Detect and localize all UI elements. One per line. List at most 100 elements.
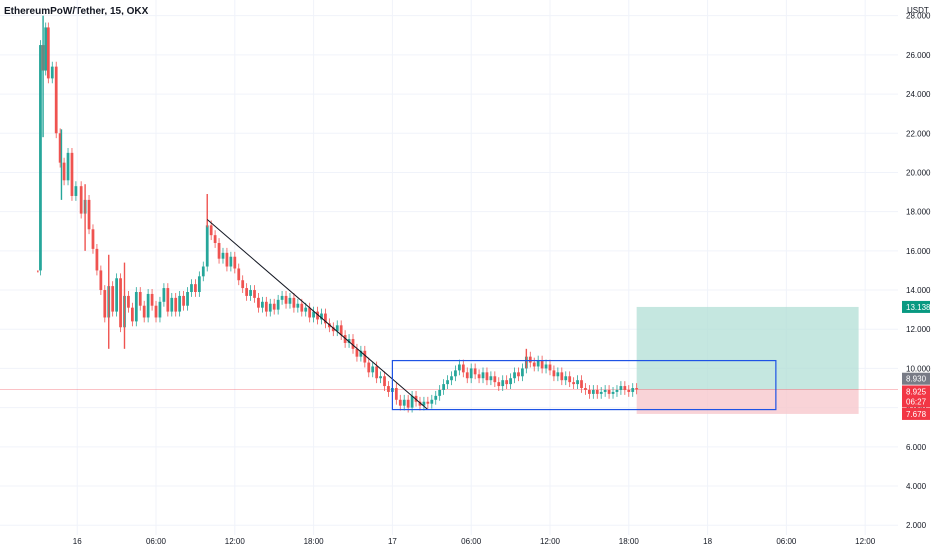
candle-body xyxy=(434,395,438,400)
candle-body xyxy=(190,284,193,292)
candle-body xyxy=(387,386,390,392)
candle-body xyxy=(162,288,166,302)
candle-body xyxy=(477,374,481,379)
downtrend-line xyxy=(206,219,429,410)
candle-body xyxy=(111,286,115,312)
y-tick-label: 2.000 xyxy=(906,521,927,530)
candle-body xyxy=(457,364,461,371)
candle-body xyxy=(603,389,607,392)
candle-body xyxy=(194,284,197,292)
candle-body xyxy=(127,295,130,308)
candle-body xyxy=(398,399,402,406)
y-tick-label: 14.000 xyxy=(906,286,931,295)
candle-body xyxy=(540,360,544,369)
chart-drawings xyxy=(206,219,777,411)
candle-body xyxy=(343,335,347,343)
candle-body xyxy=(501,380,505,387)
current-price-badge-bg xyxy=(902,385,930,408)
candle-body xyxy=(54,66,58,134)
candlestick-series xyxy=(37,15,639,413)
target-zone xyxy=(636,306,859,390)
target-price-badge-bg xyxy=(902,300,930,313)
time-axis: 16 06:00 12:00 18:00 17 06:00 12:00 18:00 18 06:0… xyxy=(73,537,876,546)
candle-body xyxy=(469,368,473,379)
y-tick-label: 26.000 xyxy=(906,51,931,60)
candle-body xyxy=(261,301,264,308)
candle-body xyxy=(46,27,50,79)
last-price-badge-bg xyxy=(902,372,930,385)
y-tick-label: 28.000 xyxy=(906,12,931,21)
chart-title: EthereumPoW/Tether, 15, OKX xyxy=(4,6,149,17)
candle-body xyxy=(406,399,410,408)
candle-body xyxy=(130,307,134,322)
price-axis: 28.000 26.000 24.000 22.000 20.000 18.000 16.0… xyxy=(906,12,931,531)
candle-body xyxy=(599,391,603,394)
candle-body xyxy=(485,372,489,381)
y-tick-label: 10.000 xyxy=(906,364,931,373)
candle-body xyxy=(142,305,146,318)
y-tick-label: 22.000 xyxy=(906,129,931,138)
candle-body xyxy=(351,339,355,349)
candle-body xyxy=(465,372,469,379)
candle-body xyxy=(548,364,552,371)
candle-body xyxy=(544,364,548,369)
candle-body xyxy=(205,225,209,267)
candle-body xyxy=(264,301,268,312)
candle-body xyxy=(197,276,201,292)
candle-body xyxy=(115,278,118,312)
candle-body xyxy=(623,386,627,390)
candle-body xyxy=(347,339,351,343)
candle-body xyxy=(166,288,170,312)
candle-body xyxy=(146,293,150,318)
candle-body xyxy=(619,386,623,390)
candle-body xyxy=(402,399,406,406)
candle-body xyxy=(394,388,398,400)
candle-body xyxy=(422,401,426,406)
candle-body xyxy=(528,356,532,363)
candle-body xyxy=(615,389,619,392)
candle-body xyxy=(292,297,296,308)
last-price-badge: 8.930 xyxy=(906,375,927,384)
candle-body xyxy=(253,290,256,298)
x-tick-label: 18:00 xyxy=(619,537,640,546)
y-tick-label: 6.000 xyxy=(906,443,927,452)
candle-body xyxy=(355,348,359,357)
candle-body xyxy=(182,295,185,306)
candle-body xyxy=(257,297,260,308)
candle-body xyxy=(576,380,579,385)
y-tick-label: 12.000 xyxy=(906,325,931,334)
candle-body xyxy=(245,288,249,296)
candle-body xyxy=(410,395,414,408)
candle-body xyxy=(595,389,599,394)
candle-body xyxy=(241,280,245,289)
candle-body xyxy=(58,133,62,163)
candle-body xyxy=(359,350,363,357)
candle-body xyxy=(44,27,48,71)
candle-body xyxy=(588,389,591,394)
candle-body xyxy=(316,311,319,320)
candle-body xyxy=(580,380,583,389)
candle-body xyxy=(170,297,174,312)
candle-body xyxy=(249,290,252,296)
candle-body xyxy=(233,256,237,269)
candle-body xyxy=(186,291,189,306)
candle-body xyxy=(607,389,611,394)
candle-body xyxy=(564,376,568,381)
candle-body xyxy=(209,225,213,236)
candle-body xyxy=(79,186,83,214)
candle-body xyxy=(572,382,576,385)
candle-body xyxy=(217,243,221,259)
candle-body xyxy=(631,388,635,392)
candle-body xyxy=(268,303,272,312)
candle-body xyxy=(276,299,280,310)
candle-body xyxy=(320,313,323,320)
candle-body xyxy=(442,384,445,390)
y-tick-label: 16.000 xyxy=(906,247,931,256)
x-tick-label: 12:00 xyxy=(855,537,876,546)
candle-body xyxy=(178,295,182,312)
candle-body xyxy=(493,376,497,383)
candle-body xyxy=(158,301,162,318)
candle-body xyxy=(339,325,343,336)
x-tick-label: 06:00 xyxy=(461,537,482,546)
